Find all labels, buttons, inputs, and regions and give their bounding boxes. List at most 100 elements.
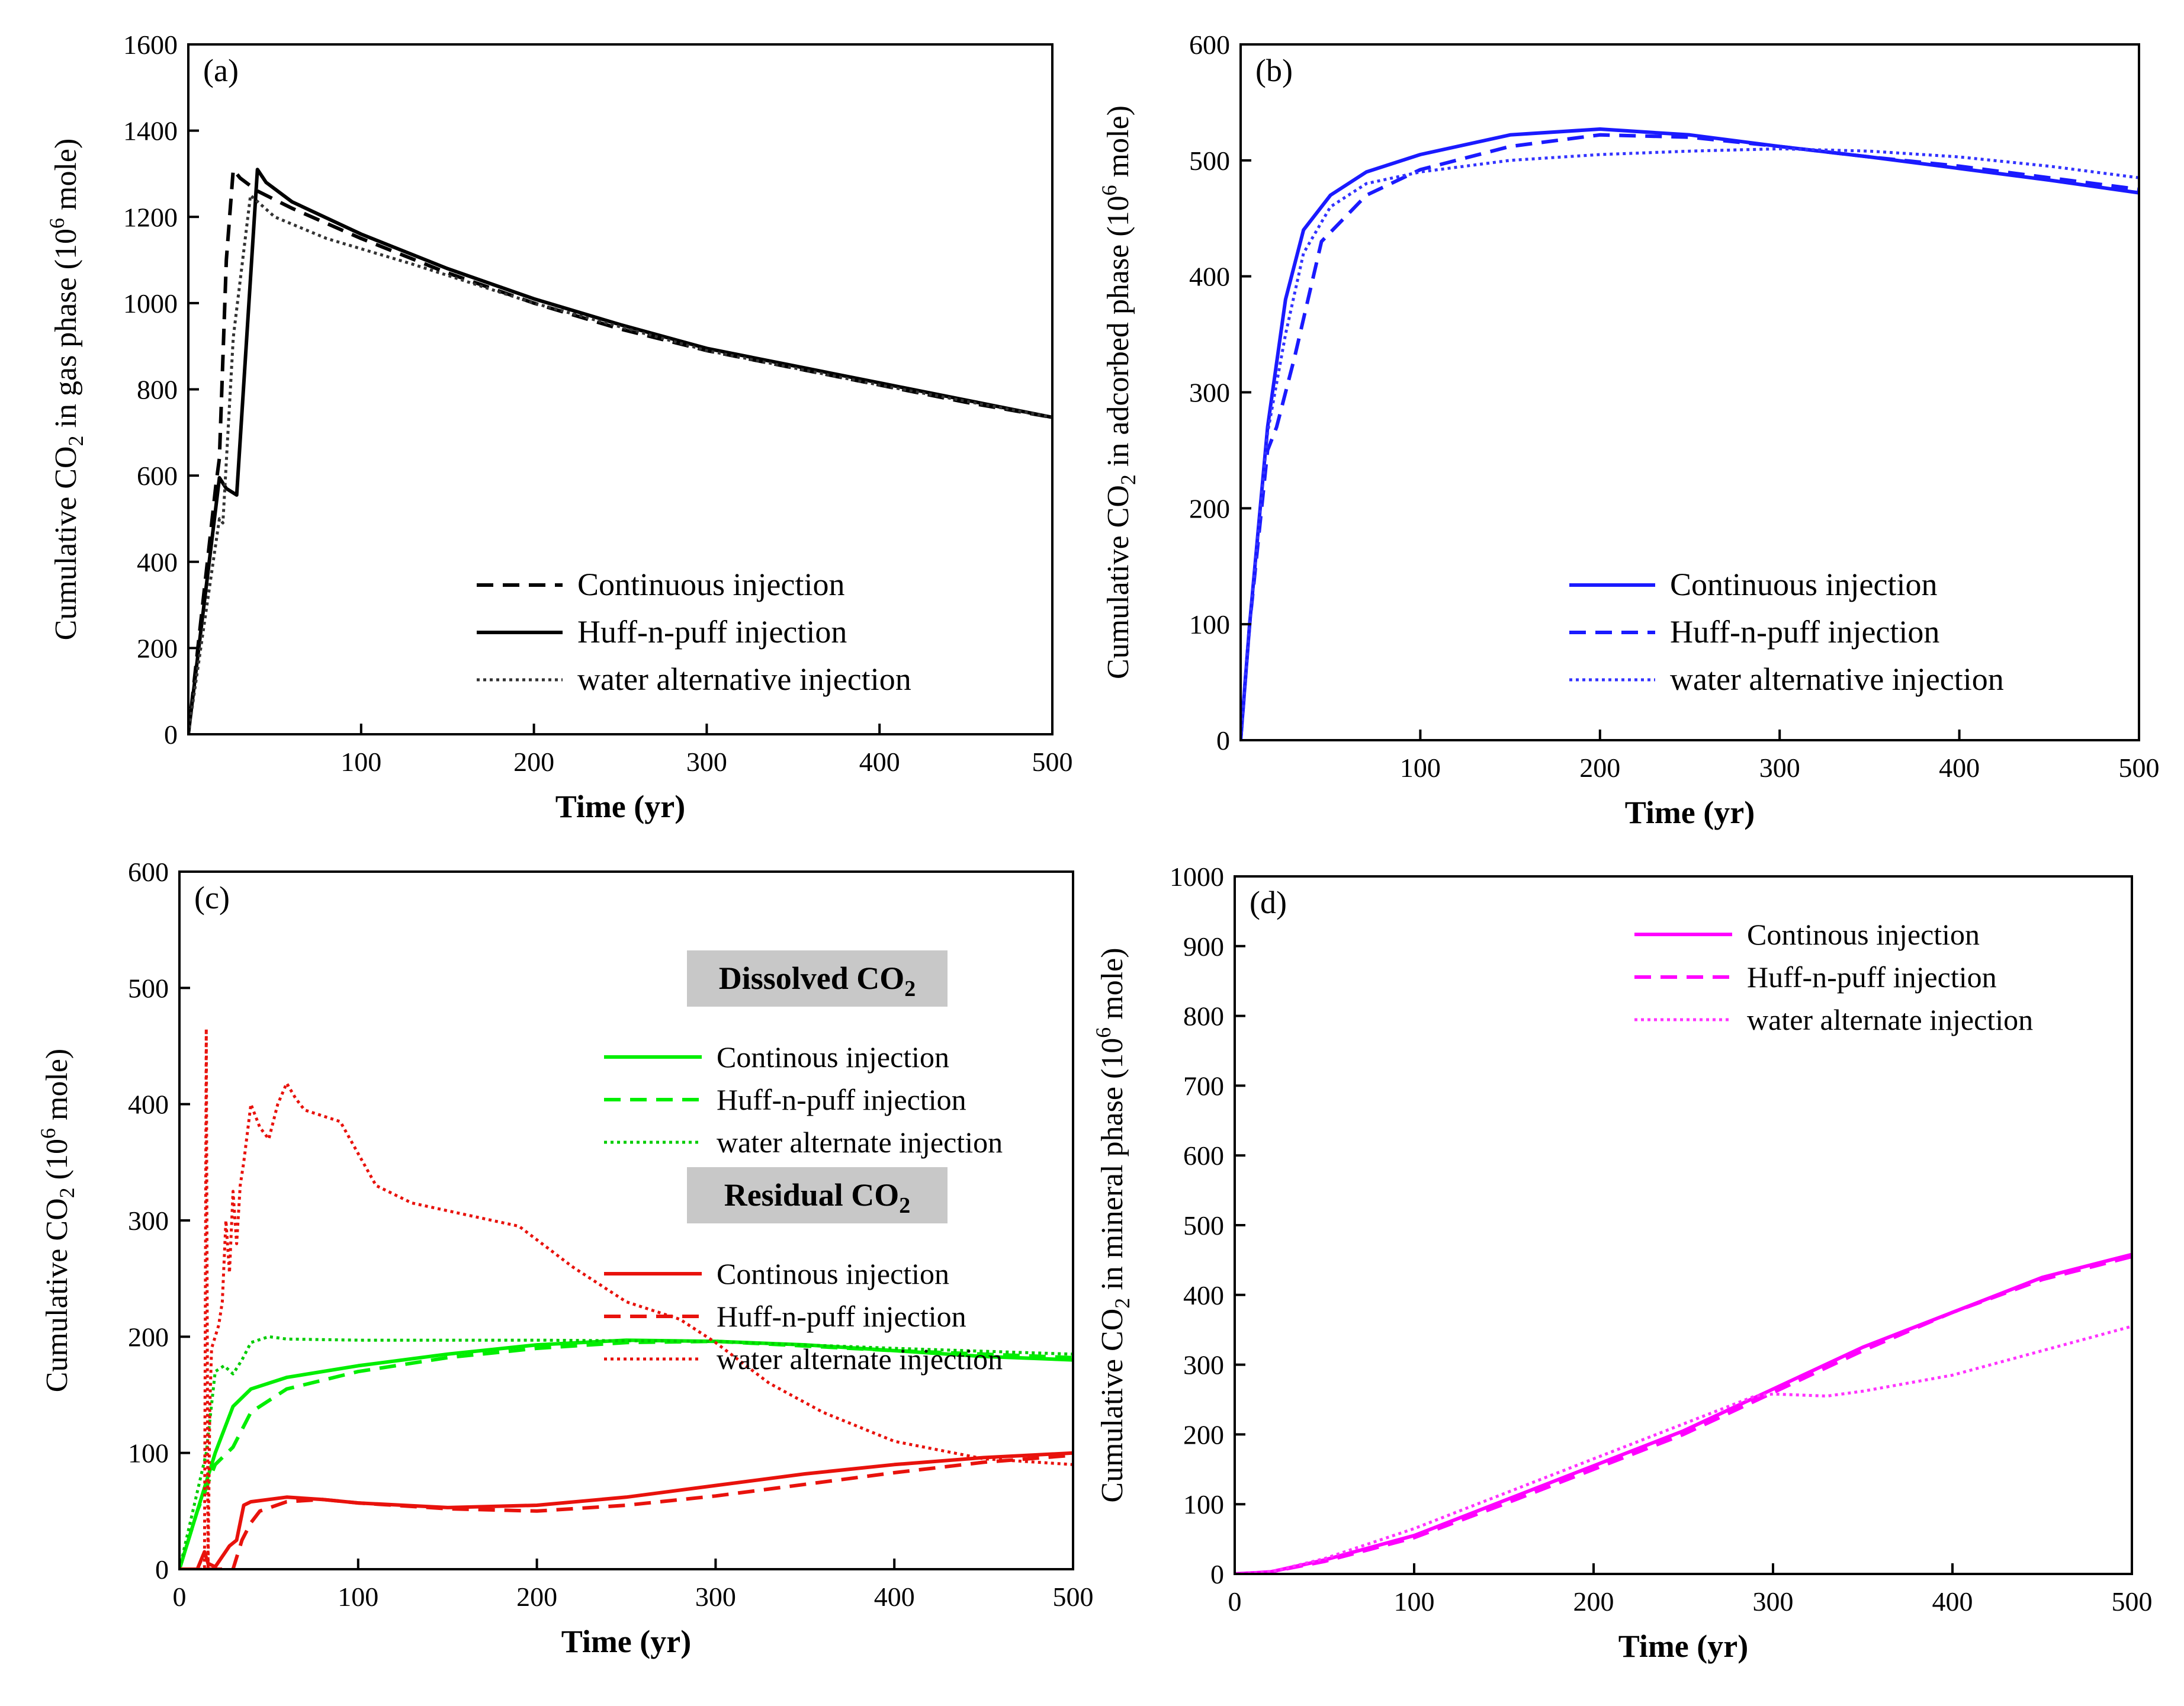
legend: Continous injection Huff-n-puff injection… bbox=[1634, 918, 2033, 1036]
legend-label: Huff-n-puff injection bbox=[1747, 960, 1997, 994]
y-tick-label: 1400 bbox=[123, 116, 178, 146]
series-line-c-5 bbox=[179, 1027, 1073, 1569]
x-tick-label: 100 bbox=[1400, 753, 1441, 783]
series-line-a-0 bbox=[188, 168, 1052, 734]
series-line-c-0 bbox=[179, 1338, 1073, 1569]
legend-label: water alternative injection bbox=[577, 661, 911, 697]
legend: Continuous injection Huff-n-puff injectio… bbox=[1569, 567, 2004, 697]
x-tick-label: 500 bbox=[2112, 1586, 2153, 1617]
y-tick-label: 200 bbox=[1183, 1419, 1224, 1450]
y-tick-label: 600 bbox=[1189, 30, 1230, 60]
panel-label: (c) bbox=[194, 880, 230, 915]
y-tick-label: 500 bbox=[1189, 146, 1230, 176]
x-tick-label: 100 bbox=[338, 1582, 378, 1612]
x-tick-label: 0 bbox=[173, 1582, 187, 1612]
x-tick-label: 400 bbox=[874, 1582, 915, 1612]
y-tick-label: 200 bbox=[137, 633, 178, 663]
x-tick-label: 200 bbox=[1579, 753, 1620, 783]
y-tick-label: 1000 bbox=[1170, 862, 1224, 892]
x-tick-label: 300 bbox=[1753, 1586, 1794, 1617]
series-line-c-4 bbox=[179, 1453, 1073, 1569]
y-tick-label: 700 bbox=[1183, 1071, 1224, 1101]
chart-b: 100 200 300 400 500 0 100 200 300 400 500 600 (b) Tim… bbox=[1097, 30, 2160, 830]
x-tick-label: 100 bbox=[341, 747, 381, 777]
y-tick-label: 0 bbox=[1216, 725, 1230, 756]
legend-group-header-box bbox=[687, 1167, 948, 1223]
y-tick-label: 200 bbox=[1189, 493, 1230, 523]
y-tick-label: 100 bbox=[128, 1438, 169, 1469]
legend-label: Continuous injection bbox=[577, 567, 845, 602]
legend: Dissolved CO2 Continous injection Huff-n-p… bbox=[604, 950, 1003, 1376]
series-line-c-2 bbox=[179, 1335, 1073, 1569]
series-line-c-1 bbox=[179, 1339, 1073, 1569]
y-tick-label: 800 bbox=[137, 375, 178, 405]
x-tick-label: 400 bbox=[1932, 1586, 1973, 1617]
legend-label: Huff-n-puff injection bbox=[577, 614, 847, 650]
y-axis-title: Cumulative CO2 (106 mole) bbox=[36, 1049, 79, 1393]
panel-label: (b) bbox=[1255, 53, 1293, 88]
series-line-b-1 bbox=[1241, 133, 2139, 740]
series-line-d-2 bbox=[1235, 1325, 2132, 1574]
legend-label: Continous injection bbox=[717, 1040, 949, 1074]
y-tick-label: 800 bbox=[1183, 1001, 1224, 1032]
legend-group-header-box bbox=[687, 950, 948, 1007]
x-axis-title: Time (yr) bbox=[555, 789, 685, 824]
y-axis-title: Cumulative CO2 in gas phase (106 mole) bbox=[45, 139, 88, 641]
y-tick-label: 400 bbox=[1189, 262, 1230, 292]
x-axis-title: Time (yr) bbox=[1618, 1628, 1748, 1664]
x-tick-label: 0 bbox=[1228, 1586, 1242, 1617]
y-tick-label: 400 bbox=[128, 1090, 169, 1120]
x-tick-label: 300 bbox=[695, 1582, 736, 1612]
legend-group-header: Residual CO2 bbox=[724, 1177, 911, 1218]
y-axis-title: Cumulative CO2 in mineral phase (106 mol… bbox=[1091, 947, 1134, 1502]
x-tick-label: 500 bbox=[1053, 1582, 1094, 1612]
y-tick-label: 0 bbox=[155, 1554, 169, 1585]
legend-label: Continous injection bbox=[1747, 918, 1980, 951]
legend-label: Huff-n-puff injection bbox=[717, 1083, 966, 1116]
x-tick-label: 200 bbox=[516, 1582, 557, 1612]
chart-c: 0 100 200 300 400 500 0 100 200 300 400 500 600 (c) Ti… bbox=[36, 857, 1094, 1659]
y-tick-label: 300 bbox=[1189, 378, 1230, 408]
legend-label: Huff-n-puff injection bbox=[717, 1300, 966, 1333]
panel-label: (a) bbox=[203, 53, 239, 88]
y-tick-label: 400 bbox=[1183, 1280, 1224, 1310]
y-tick-label: 0 bbox=[1210, 1559, 1224, 1589]
y-axis-title: Cumulative CO2 in adcorbed phase (106 mo… bbox=[1097, 105, 1140, 679]
chart-a: 100 200 300 400 500 0 200 400 600 800 1000 1200 1400… bbox=[45, 30, 1073, 824]
x-tick-label: 200 bbox=[1573, 1586, 1614, 1617]
y-tick-label: 100 bbox=[1183, 1489, 1224, 1519]
y-tick-label: 1600 bbox=[123, 30, 178, 60]
legend-group-header: Dissolved CO2 bbox=[719, 960, 916, 1001]
x-axis-title: Time (yr) bbox=[561, 1624, 691, 1659]
y-tick-label: 300 bbox=[128, 1206, 169, 1236]
y-tick-label: 600 bbox=[1183, 1140, 1224, 1171]
legend-label: Continous injection bbox=[717, 1257, 949, 1290]
y-tick-label: 0 bbox=[164, 719, 178, 750]
y-tick-label: 100 bbox=[1189, 609, 1230, 640]
legend-label: water alternate injection bbox=[717, 1126, 1003, 1159]
series-line-b-2 bbox=[1241, 147, 2139, 740]
x-tick-label: 400 bbox=[859, 747, 900, 777]
series-line-a-2 bbox=[188, 194, 1052, 734]
y-tick-label: 600 bbox=[128, 857, 169, 887]
x-tick-label: 500 bbox=[1032, 747, 1073, 777]
legend-label: water alternate injection bbox=[717, 1342, 1003, 1376]
legend-label: Huff-n-puff injection bbox=[1670, 614, 1939, 650]
y-tick-label: 1000 bbox=[123, 288, 178, 319]
legend-label: water alternate injection bbox=[1747, 1003, 2033, 1036]
legend: Continuous injection Huff-n-puff injectio… bbox=[477, 567, 911, 697]
y-tick-label: 200 bbox=[128, 1322, 169, 1352]
y-tick-label: 500 bbox=[1183, 1210, 1224, 1241]
y-tick-label: 500 bbox=[128, 973, 169, 1003]
x-tick-label: 200 bbox=[513, 747, 554, 777]
x-tick-label: 300 bbox=[1759, 753, 1800, 783]
y-tick-label: 300 bbox=[1183, 1350, 1224, 1380]
legend-label: Continuous injection bbox=[1670, 567, 1938, 602]
panel-label: (d) bbox=[1250, 885, 1287, 920]
y-tick-label: 400 bbox=[137, 547, 178, 577]
series-line-d-1 bbox=[1235, 1255, 2132, 1574]
chart-d: 0 100 200 300 400 500 0 100 200 300 400 500 600 700 80… bbox=[1091, 862, 2153, 1664]
x-axis-title: Time (yr) bbox=[1625, 795, 1755, 830]
x-tick-label: 400 bbox=[1939, 753, 1980, 783]
